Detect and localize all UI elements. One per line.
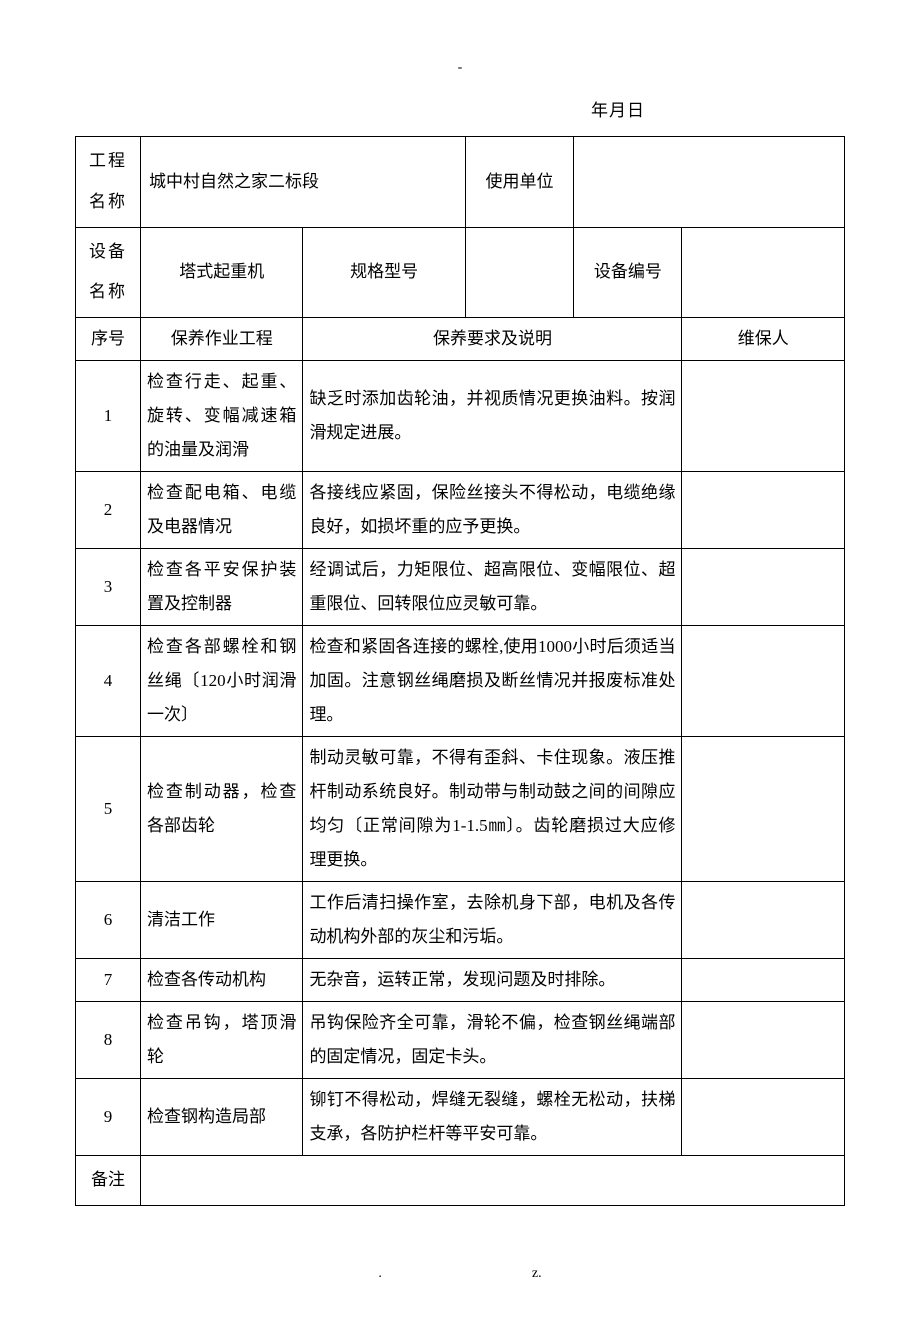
maint-cell <box>682 1002 845 1079</box>
req-cell: 各接线应紧固，保险丝接头不得松动，电缆绝缘良好，如损坏重的应予更换。 <box>303 472 682 549</box>
equip-no-label: 设备编号 <box>574 227 682 318</box>
table-row: 4 检查各部螺栓和钢丝绳〔120小时润滑一次〕 检查和紧固各连接的螺栓,使用10… <box>76 626 845 737</box>
seq-cell: 6 <box>76 882 141 959</box>
table-row: 9 检查钢构造局部 铆钉不得松动，焊缝无裂缝，螺栓无松动，扶梯支承，各防护栏杆等… <box>76 1079 845 1156</box>
date-line: 年月日 <box>75 96 845 121</box>
col-task: 保养作业工程 <box>140 318 302 361</box>
table-row: 序号 保养作业工程 保养要求及说明 维保人 <box>76 318 845 361</box>
seq-cell: 5 <box>76 737 141 882</box>
table-row: 6 清洁工作 工作后清扫操作室，去除机身下部，电机及各传动机构外部的灰尘和污垢。 <box>76 882 845 959</box>
req-cell: 铆钉不得松动，焊缝无裂缝，螺栓无松动，扶梯支承，各防护栏杆等平安可靠。 <box>303 1079 682 1156</box>
spec-model-label: 规格型号 <box>303 227 465 318</box>
equip-name-value: 塔式起重机 <box>140 227 302 318</box>
seq-cell: 2 <box>76 472 141 549</box>
seq-cell: 9 <box>76 1079 141 1156</box>
seq-cell: 4 <box>76 626 141 737</box>
maint-cell <box>682 882 845 959</box>
task-cell: 检查行走、起重、旋转、变幅减速箱的油量及润滑 <box>140 361 302 472</box>
req-cell: 经调试后，力矩限位、超高限位、变幅限位、超重限位、回转限位应灵敏可靠。 <box>303 549 682 626</box>
task-cell: 清洁工作 <box>140 882 302 959</box>
seq-cell: 1 <box>76 361 141 472</box>
project-name-value: 城中村自然之家二标段 <box>140 137 465 228</box>
table-row: 设备名称 塔式起重机 规格型号 设备编号 <box>76 227 845 318</box>
maint-cell <box>682 472 845 549</box>
req-cell: 检查和紧固各连接的螺栓,使用1000小时后须适当加固。注意钢丝绳磨损及断丝情况并… <box>303 626 682 737</box>
task-cell: 检查钢构造局部 <box>140 1079 302 1156</box>
maint-cell <box>682 737 845 882</box>
maintenance-table: 工程名称 城中村自然之家二标段 使用单位 设备名称 塔式起重机 规格型号 设备编… <box>75 136 845 1206</box>
seq-cell: 8 <box>76 1002 141 1079</box>
maint-cell <box>682 959 845 1002</box>
seq-cell: 7 <box>76 959 141 1002</box>
footer: . z. <box>75 1266 845 1282</box>
top-dash-mark: - <box>75 60 845 76</box>
req-cell: 吊钩保险齐全可靠，滑轮不偏，检查钢丝绳端部的固定情况，固定卡头。 <box>303 1002 682 1079</box>
col-req: 保养要求及说明 <box>303 318 682 361</box>
footer-right: z. <box>532 1266 542 1282</box>
project-name-label: 工程名称 <box>76 137 141 228</box>
remark-value <box>140 1156 844 1206</box>
user-unit-label: 使用单位 <box>465 137 573 228</box>
req-cell: 缺乏时添加齿轮油，并视质情况更换油料。按润滑规定进展。 <box>303 361 682 472</box>
table-row: 工程名称 城中村自然之家二标段 使用单位 <box>76 137 845 228</box>
equip-name-label: 设备名称 <box>76 227 141 318</box>
col-seq: 序号 <box>76 318 141 361</box>
table-row: 1 检查行走、起重、旋转、变幅减速箱的油量及润滑 缺乏时添加齿轮油，并视质情况更… <box>76 361 845 472</box>
footer-left: . <box>378 1266 382 1282</box>
user-unit-value <box>574 137 845 228</box>
task-cell: 检查各平安保护装置及控制器 <box>140 549 302 626</box>
table-row: 5 检查制动器，检查各部齿轮 制动灵敏可靠，不得有歪斜、卡住现象。液压推杆制动系… <box>76 737 845 882</box>
table-row: 备注 <box>76 1156 845 1206</box>
col-maint: 维保人 <box>682 318 845 361</box>
spec-model-value <box>465 227 573 318</box>
req-cell: 无杂音，运转正常，发现问题及时排除。 <box>303 959 682 1002</box>
table-row: 8 检查吊钩，塔顶滑轮 吊钩保险齐全可靠，滑轮不偏，检查钢丝绳端部的固定情况，固… <box>76 1002 845 1079</box>
task-cell: 检查制动器，检查各部齿轮 <box>140 737 302 882</box>
maint-cell <box>682 549 845 626</box>
maint-cell <box>682 626 845 737</box>
task-cell: 检查吊钩，塔顶滑轮 <box>140 1002 302 1079</box>
table-row: 2 检查配电箱、电缆及电器情况 各接线应紧固，保险丝接头不得松动，电缆绝缘良好，… <box>76 472 845 549</box>
maint-cell <box>682 1079 845 1156</box>
equip-no-value <box>682 227 845 318</box>
req-cell: 制动灵敏可靠，不得有歪斜、卡住现象。液压推杆制动系统良好。制动带与制动鼓之间的间… <box>303 737 682 882</box>
task-cell: 检查配电箱、电缆及电器情况 <box>140 472 302 549</box>
table-row: 3 检查各平安保护装置及控制器 经调试后，力矩限位、超高限位、变幅限位、超重限位… <box>76 549 845 626</box>
req-cell: 工作后清扫操作室，去除机身下部，电机及各传动机构外部的灰尘和污垢。 <box>303 882 682 959</box>
task-cell: 检查各传动机构 <box>140 959 302 1002</box>
remark-label: 备注 <box>76 1156 141 1206</box>
task-cell: 检查各部螺栓和钢丝绳〔120小时润滑一次〕 <box>140 626 302 737</box>
table-row: 7 检查各传动机构 无杂音，运转正常，发现问题及时排除。 <box>76 959 845 1002</box>
seq-cell: 3 <box>76 549 141 626</box>
maint-cell <box>682 361 845 472</box>
